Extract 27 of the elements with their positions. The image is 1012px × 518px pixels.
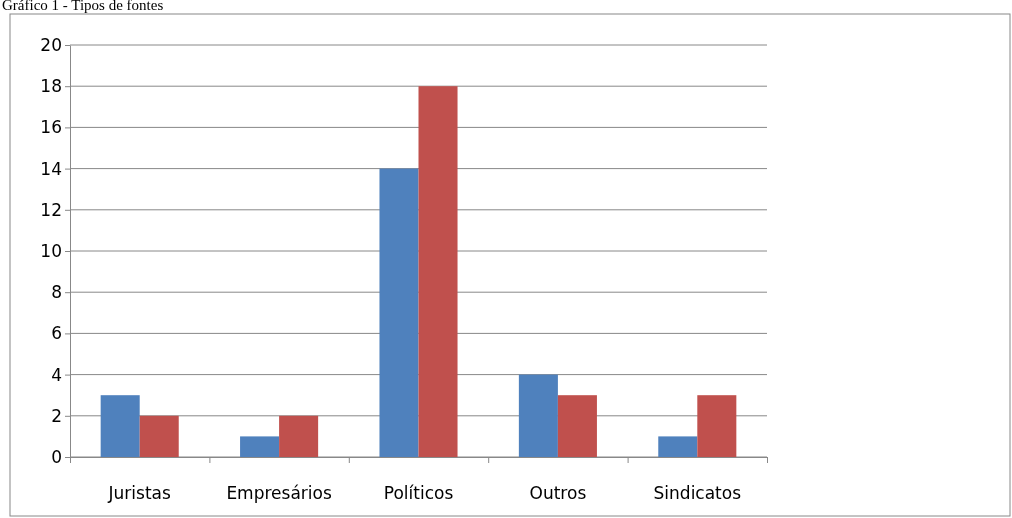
y-tick-label: 16 <box>40 117 62 138</box>
y-tick-label: 0 <box>51 446 62 467</box>
x-tick-label: Políticos <box>383 483 454 503</box>
bar <box>518 374 558 457</box>
bar <box>379 168 419 457</box>
x-tick-label: Outros <box>529 483 587 503</box>
y-tick-label: 18 <box>40 76 62 97</box>
bar <box>697 395 737 457</box>
x-tick-label: Sindicatos <box>653 483 742 503</box>
chart-title: Gráfico 1 - Tipos de fontes <box>2 0 164 13</box>
bar <box>557 395 597 457</box>
y-tick-label: 2 <box>51 405 62 426</box>
bar <box>139 415 179 457</box>
bar <box>100 395 140 457</box>
bar <box>240 436 280 457</box>
y-tick-label: 12 <box>40 199 62 220</box>
y-tick-label: 10 <box>40 240 62 261</box>
x-tick-label: Empresários <box>226 483 332 503</box>
bar <box>418 86 458 457</box>
y-tick-label: 20 <box>40 34 62 55</box>
y-tick-label: 6 <box>51 323 62 344</box>
bar <box>658 436 698 457</box>
bar <box>279 415 319 457</box>
y-tick-label: 8 <box>51 282 62 303</box>
x-tick-label: Juristas <box>107 483 171 503</box>
y-tick-label: 4 <box>51 364 62 385</box>
y-tick-label: 14 <box>40 158 62 179</box>
